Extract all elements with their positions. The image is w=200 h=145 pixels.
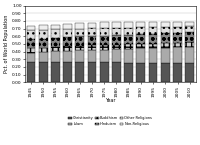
Bar xyxy=(112,22,121,28)
Bar xyxy=(39,52,48,62)
Bar xyxy=(100,36,109,45)
Bar xyxy=(39,62,48,82)
Bar xyxy=(185,42,194,47)
Bar xyxy=(100,45,109,50)
Bar xyxy=(100,28,109,36)
Bar xyxy=(88,50,96,62)
Bar xyxy=(63,29,72,37)
Bar xyxy=(149,44,157,48)
Bar xyxy=(63,46,72,51)
Bar xyxy=(63,51,72,62)
Bar xyxy=(161,27,170,33)
Bar xyxy=(39,25,48,30)
Bar xyxy=(173,43,182,47)
Bar xyxy=(51,38,60,47)
Bar xyxy=(124,62,133,82)
Bar xyxy=(51,51,60,62)
Bar xyxy=(136,34,145,44)
Bar xyxy=(124,28,133,35)
Bar xyxy=(173,33,182,43)
Bar xyxy=(27,30,35,39)
Bar xyxy=(88,62,96,82)
Bar xyxy=(27,39,35,48)
Bar xyxy=(51,47,60,51)
Bar xyxy=(149,34,157,44)
Bar xyxy=(100,22,109,28)
Bar xyxy=(88,28,96,36)
Bar xyxy=(161,48,170,63)
Bar xyxy=(149,22,157,27)
Bar xyxy=(51,25,60,29)
Bar xyxy=(124,49,133,62)
Bar xyxy=(88,23,96,28)
Bar xyxy=(51,29,60,38)
Bar xyxy=(27,62,35,82)
Bar xyxy=(112,35,121,45)
Bar xyxy=(75,37,84,46)
Bar xyxy=(100,50,109,62)
Bar xyxy=(161,22,170,27)
Bar xyxy=(88,45,96,50)
Bar xyxy=(27,53,35,62)
Bar xyxy=(100,62,109,82)
Bar xyxy=(75,46,84,50)
Bar xyxy=(173,27,182,33)
Bar xyxy=(112,28,121,35)
Bar xyxy=(149,63,157,82)
Bar xyxy=(161,43,170,48)
Bar xyxy=(161,33,170,43)
Bar xyxy=(75,62,84,82)
X-axis label: Year: Year xyxy=(105,98,116,103)
Bar xyxy=(112,62,121,82)
Bar xyxy=(124,22,133,28)
Bar xyxy=(124,44,133,49)
Bar xyxy=(75,50,84,62)
Bar xyxy=(136,44,145,48)
Bar xyxy=(39,39,48,48)
Bar xyxy=(136,63,145,82)
Bar xyxy=(27,48,35,53)
Bar xyxy=(173,22,182,27)
Bar xyxy=(51,62,60,82)
Bar xyxy=(88,36,96,45)
Bar xyxy=(63,37,72,46)
Bar xyxy=(149,48,157,63)
Bar xyxy=(136,48,145,63)
Bar xyxy=(136,27,145,34)
Bar xyxy=(39,48,48,52)
Y-axis label: Pct. of World Population: Pct. of World Population xyxy=(4,15,9,73)
Bar xyxy=(185,63,194,82)
Bar xyxy=(27,26,35,30)
Bar xyxy=(173,63,182,82)
Bar xyxy=(75,29,84,37)
Bar xyxy=(63,24,72,29)
Bar xyxy=(39,30,48,39)
Bar xyxy=(112,49,121,62)
Bar xyxy=(173,47,182,63)
Bar xyxy=(124,35,133,44)
Bar xyxy=(112,45,121,49)
Bar xyxy=(136,22,145,27)
Bar xyxy=(185,47,194,63)
Bar xyxy=(185,26,194,32)
Bar xyxy=(63,62,72,82)
Bar xyxy=(185,22,194,26)
Bar xyxy=(161,63,170,82)
Bar xyxy=(185,32,194,42)
Legend: Christianity, Islam, Buddhism, Hinduism, Other Religions, Non-Religious: Christianity, Islam, Buddhism, Hinduism,… xyxy=(68,116,152,126)
Bar xyxy=(75,23,84,29)
Bar xyxy=(149,27,157,34)
